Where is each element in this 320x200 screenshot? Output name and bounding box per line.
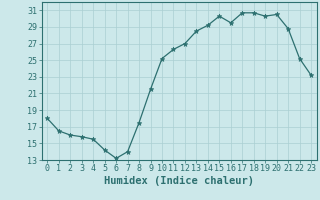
X-axis label: Humidex (Indice chaleur): Humidex (Indice chaleur) (104, 176, 254, 186)
